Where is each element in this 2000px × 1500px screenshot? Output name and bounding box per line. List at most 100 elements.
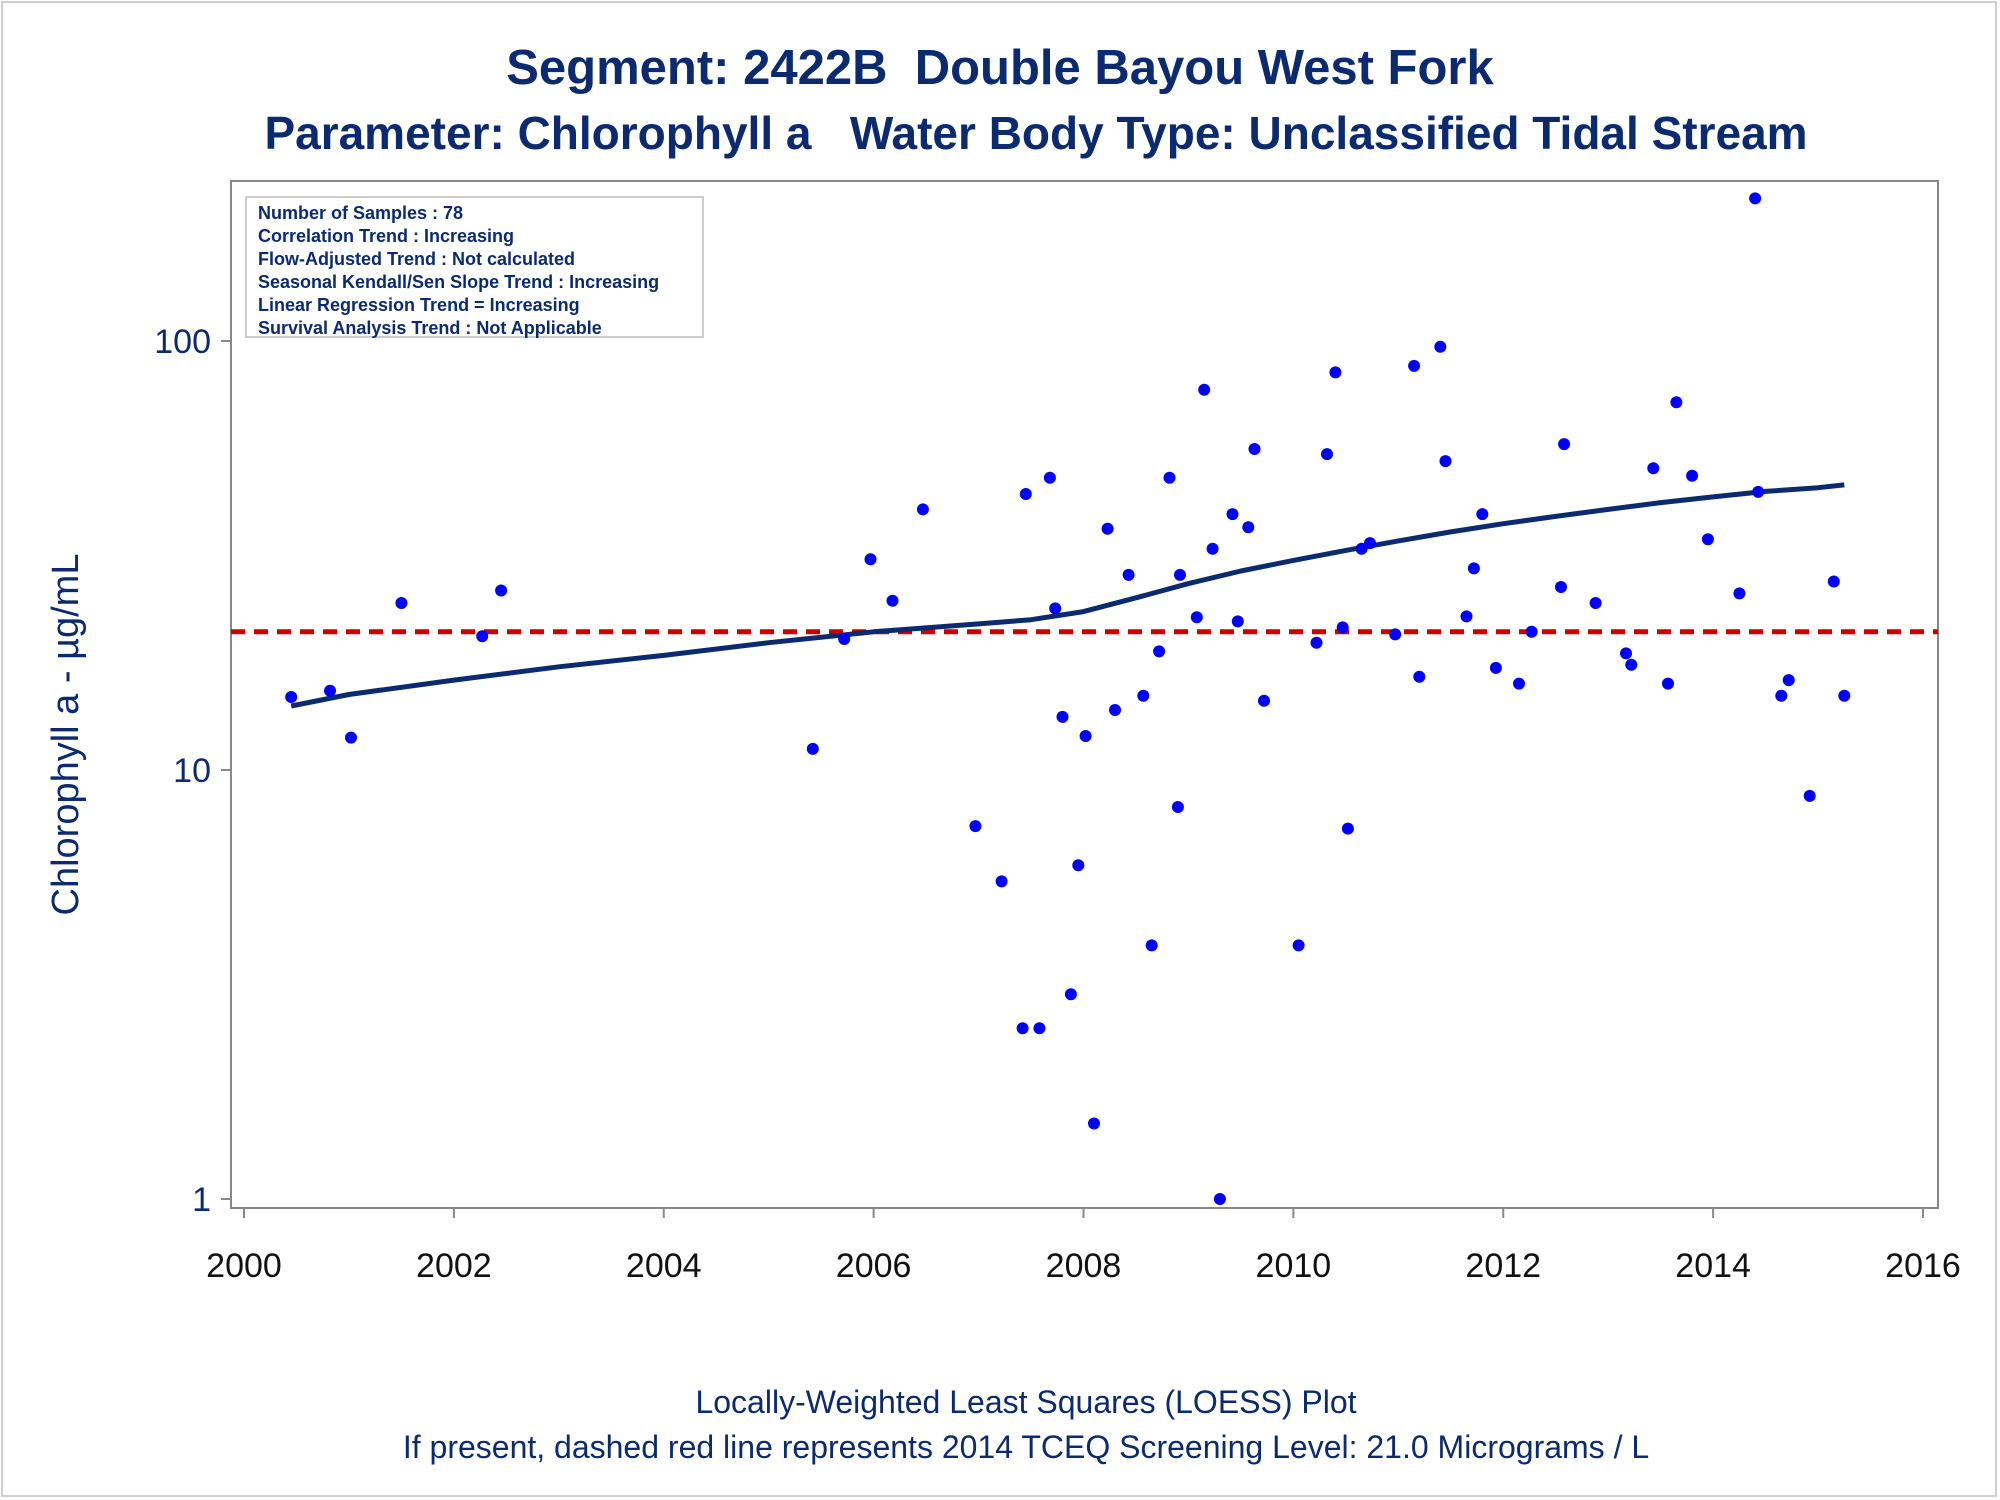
sample-point — [916, 503, 929, 516]
info-survival: Survival Analysis Trend : Not Applicable — [258, 318, 602, 338]
sample-point — [1079, 730, 1092, 742]
sample-point — [806, 742, 819, 755]
sample-point — [395, 597, 408, 609]
sample-point — [1072, 859, 1085, 872]
sample-point — [1555, 581, 1567, 593]
sample-point — [1408, 359, 1421, 372]
sample-point — [1049, 602, 1062, 615]
chart-title: Segment: 2422B Double Bayou West Fork — [506, 41, 1494, 95]
sample-point — [1647, 462, 1660, 475]
sample-point — [1321, 448, 1333, 461]
sample-point — [1439, 455, 1452, 468]
sample-point — [1206, 542, 1219, 555]
sample-point — [1033, 1022, 1046, 1035]
sample-point — [1213, 1193, 1226, 1205]
sample-point — [1329, 366, 1342, 379]
sample-point — [1122, 568, 1135, 581]
x-tick-label: 2006 — [836, 1247, 912, 1285]
y-tick-label: 10 — [173, 752, 211, 790]
sample-point — [1827, 575, 1840, 588]
sample-point — [1558, 438, 1571, 451]
sample-point — [1088, 1117, 1100, 1130]
sample-point — [1145, 939, 1158, 952]
sample-point — [1413, 670, 1426, 683]
y-axis-label: Chlorophyll a - µg/mL — [45, 554, 87, 916]
x-tick-label: 2010 — [1256, 1247, 1332, 1285]
sample-point — [1686, 469, 1699, 482]
info-samples: Number of Samples : 78 — [258, 203, 464, 223]
sample-point — [1056, 710, 1069, 723]
sample-point — [1163, 471, 1176, 484]
sample-point — [476, 630, 489, 643]
x-tick-label: 2012 — [1465, 1247, 1541, 1285]
sample-point — [1670, 396, 1683, 409]
info-correlation: Correlation Trend : Increasing — [258, 226, 515, 246]
sample-point — [1226, 508, 1239, 521]
sample-point — [1292, 939, 1305, 952]
sample-point — [1620, 647, 1632, 660]
sample-point — [1838, 689, 1851, 702]
sample-point — [1389, 628, 1402, 641]
sample-point — [1749, 192, 1762, 205]
sample-point — [1171, 801, 1184, 813]
sample-point — [1752, 485, 1765, 498]
sample-point — [1364, 537, 1376, 550]
sample-point — [1460, 610, 1473, 623]
sample-point — [1733, 587, 1746, 600]
sample-point — [1341, 822, 1354, 835]
info-seasonal-kendall: Seasonal Kendall/Sen Slope Trend : Incre… — [258, 272, 660, 292]
footnote-screening: If present, dashed red line represents 2… — [402, 1429, 1650, 1465]
sample-point — [886, 594, 899, 607]
x-tick-label: 2016 — [1885, 1247, 1961, 1285]
sample-point — [1782, 674, 1795, 687]
sample-point — [1434, 340, 1447, 353]
sample-point — [1231, 615, 1244, 628]
sample-point — [1701, 533, 1714, 546]
chart-subtitle: Parameter: Chlorophyll a Water Body Type… — [264, 107, 1808, 159]
sample-point — [1513, 677, 1525, 690]
sample-point — [1109, 704, 1121, 716]
x-tick-label: 2002 — [416, 1247, 492, 1285]
sample-point — [1525, 625, 1538, 638]
x-tick-label: 2000 — [206, 1247, 282, 1285]
trend-info-box: Number of Samples : 78 Correlation Trend… — [245, 196, 704, 338]
sample-point — [1248, 443, 1261, 455]
sample-point — [1476, 508, 1489, 521]
sample-point — [1190, 611, 1203, 624]
sample-point — [324, 684, 336, 697]
sample-point — [838, 633, 851, 645]
info-flow-adjusted: Flow-Adjusted Trend : Not calculated — [258, 249, 576, 269]
sample-point — [1336, 621, 1349, 634]
sample-point — [1174, 568, 1186, 581]
info-linear-regression: Linear Regression Trend = Increasing — [258, 295, 580, 315]
sample-point — [1016, 1022, 1029, 1035]
loess-trend-line — [290, 482, 1845, 709]
footnote-loess: Locally-Weighted Least Squares (LOESS) P… — [695, 1384, 1357, 1420]
sample-point — [969, 820, 982, 833]
sample-point — [345, 731, 357, 744]
sample-point — [1625, 658, 1638, 671]
x-tick-label: 2014 — [1675, 1247, 1751, 1285]
y-tick-label: 100 — [154, 323, 211, 361]
x-tick-label: 2008 — [1046, 1247, 1122, 1285]
sample-point — [1101, 522, 1114, 535]
sample-point — [285, 691, 298, 703]
sample-point — [1198, 383, 1211, 396]
sample-point — [1019, 488, 1032, 500]
sample-point — [1064, 988, 1077, 1001]
sample-point — [1242, 521, 1255, 534]
y-tick-label: 1 — [192, 1181, 211, 1219]
sample-point — [1589, 597, 1602, 609]
sample-point — [1803, 789, 1816, 802]
sample-point — [495, 584, 508, 597]
sample-point — [1662, 677, 1674, 690]
sample-point — [1467, 562, 1480, 575]
sample-point — [1775, 689, 1788, 702]
x-tick-label: 2004 — [626, 1247, 702, 1285]
sample-point — [864, 553, 877, 566]
sample-point — [995, 875, 1008, 888]
sample-point — [1310, 636, 1323, 649]
sample-point — [1258, 694, 1270, 707]
sample-point — [1489, 661, 1502, 674]
